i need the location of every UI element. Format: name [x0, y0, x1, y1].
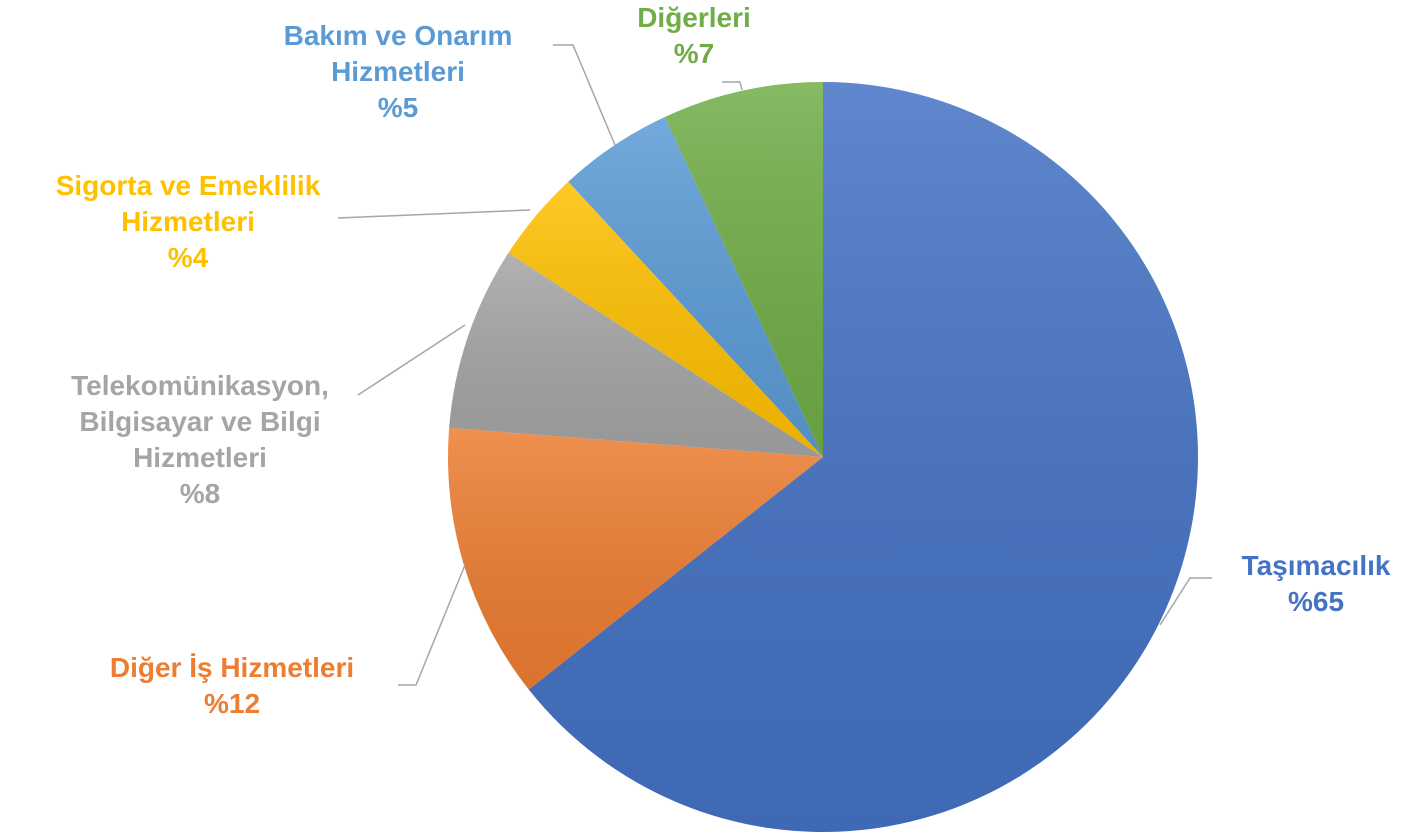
slice-shade: [449, 252, 823, 457]
value-label: %65: [1287, 586, 1345, 617]
data-label: Diğerleri %7: [594, 0, 794, 72]
value-label: %5: [377, 92, 419, 123]
category-label: Telekomünikasyon, Bilgisayar ve Bilgi Hi…: [71, 370, 329, 473]
slice-shade: [447, 427, 823, 690]
slice-shade: [508, 181, 823, 457]
leader-line: [398, 564, 466, 686]
slice-shade: [528, 82, 1199, 833]
data-label: Bakım ve Onarım Hizmetleri %5: [238, 18, 558, 126]
category-label: Taşımacılık: [1241, 550, 1391, 581]
category-label: Diğer İş Hizmetleri: [109, 652, 355, 683]
category-label: Bakım ve Onarım Hizmetleri: [283, 20, 513, 87]
slice-shade: [664, 82, 823, 457]
category-label: Sigorta ve Emeklilik Hizmetleri: [55, 170, 321, 237]
value-label: %12: [203, 688, 261, 719]
leader-line: [722, 81, 743, 91]
category-label: Diğerleri: [637, 2, 751, 33]
leader-line: [1159, 577, 1212, 626]
data-label: Telekomünikasyon, Bilgisayar ve Bilgi Hi…: [28, 368, 373, 512]
value-label: %7: [673, 38, 715, 69]
data-label: Sigorta ve Emeklilik Hizmetleri %4: [8, 168, 368, 276]
slice-shade: [568, 116, 823, 457]
leader-line: [357, 324, 466, 396]
leader-line: [553, 44, 616, 146]
value-label: %8: [179, 478, 221, 509]
data-label: Diğer İş Hizmetleri %12: [57, 650, 407, 722]
value-label: %4: [167, 242, 209, 273]
data-label: Taşımacılık %65: [1201, 548, 1416, 620]
leader-line: [337, 209, 531, 219]
